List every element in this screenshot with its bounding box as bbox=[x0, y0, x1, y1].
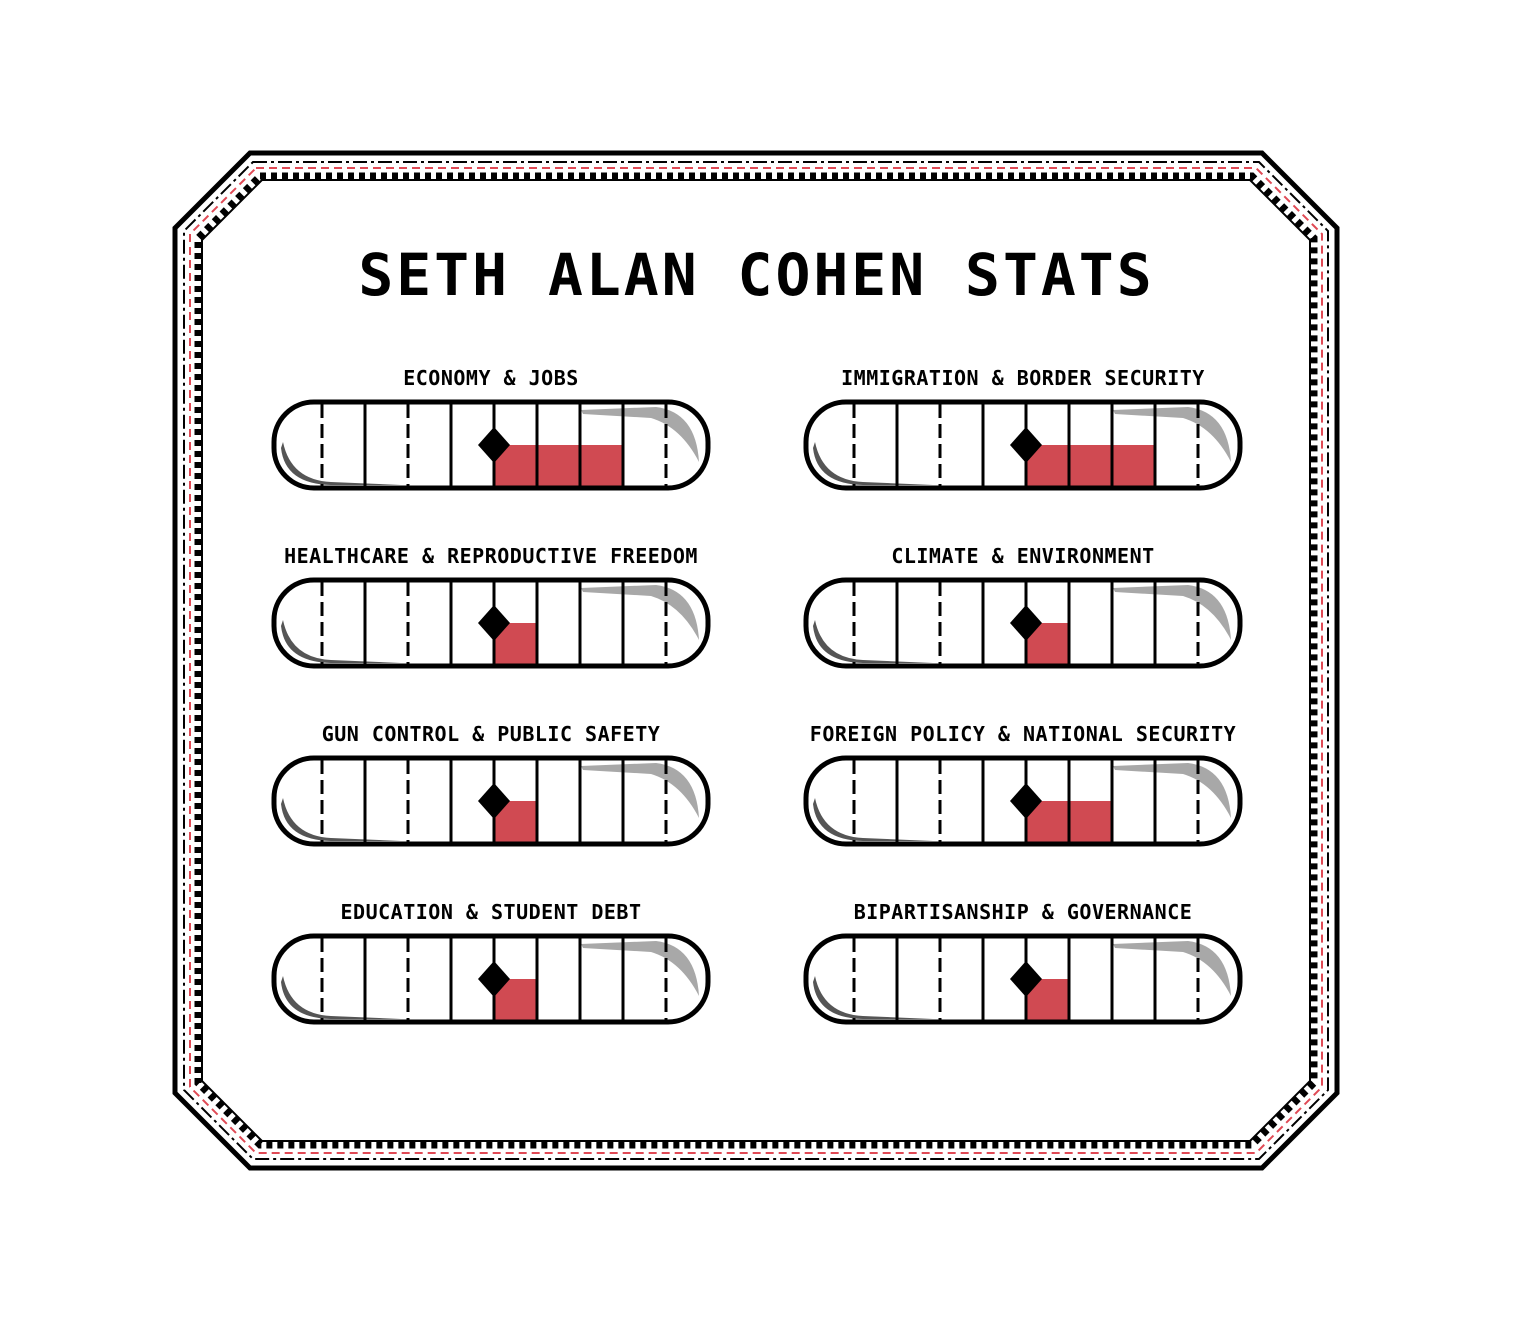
meter-border bbox=[803, 933, 1243, 1025]
stat-meter bbox=[271, 933, 711, 1025]
stat-label: HEALTHCARE & REPRODUCTIVE FREEDOM bbox=[284, 544, 698, 568]
page-title: SETH ALAN COHEN STATS bbox=[358, 241, 1155, 309]
shadow-light bbox=[1113, 941, 1231, 996]
stat-meter bbox=[271, 577, 711, 669]
diamond-marker-icon bbox=[1010, 961, 1042, 997]
stat-label: EDUCATION & STUDENT DEBT bbox=[340, 900, 642, 924]
diamond-marker-icon bbox=[1010, 605, 1042, 641]
stat-meter bbox=[271, 399, 711, 491]
diamond-marker-icon bbox=[478, 605, 510, 641]
shadow-light bbox=[581, 407, 699, 462]
stat-label: FOREIGN POLICY & NATIONAL SECURITY bbox=[809, 722, 1237, 746]
stat-label: CLIMATE & ENVIRONMENT bbox=[891, 544, 1155, 568]
stat-label: IMMIGRATION & BORDER SECURITY bbox=[841, 366, 1205, 390]
stat-label: GUN CONTROL & PUBLIC SAFETY bbox=[321, 722, 661, 746]
stat-meter bbox=[803, 755, 1243, 847]
meter-border bbox=[803, 755, 1243, 847]
meter-border bbox=[271, 755, 711, 847]
stat-label: ECONOMY & JOBS bbox=[403, 366, 579, 390]
stat-meter bbox=[803, 399, 1243, 491]
shadow-light bbox=[1113, 585, 1231, 640]
stat-meter bbox=[803, 933, 1243, 1025]
shadow-light bbox=[581, 941, 699, 996]
meter-border bbox=[271, 933, 711, 1025]
diamond-marker-icon bbox=[478, 427, 510, 463]
meter-border bbox=[803, 577, 1243, 669]
stat-meter bbox=[803, 577, 1243, 669]
meter-border bbox=[271, 399, 711, 491]
diamond-marker-icon bbox=[478, 961, 510, 997]
shadow-light bbox=[1113, 763, 1231, 818]
meter-border bbox=[803, 399, 1243, 491]
diamond-marker-icon bbox=[1010, 427, 1042, 463]
stat-fill bbox=[1026, 445, 1155, 488]
shadow-light bbox=[581, 763, 699, 818]
diamond-marker-icon bbox=[478, 783, 510, 819]
shadow-light bbox=[1113, 407, 1231, 462]
stat-label: BIPARTISANSHIP & GOVERNANCE bbox=[853, 900, 1193, 924]
stat-fill bbox=[494, 445, 623, 488]
shadow-light bbox=[581, 585, 699, 640]
diamond-marker-icon bbox=[1010, 783, 1042, 819]
stat-meter bbox=[271, 755, 711, 847]
meter-border bbox=[271, 577, 711, 669]
